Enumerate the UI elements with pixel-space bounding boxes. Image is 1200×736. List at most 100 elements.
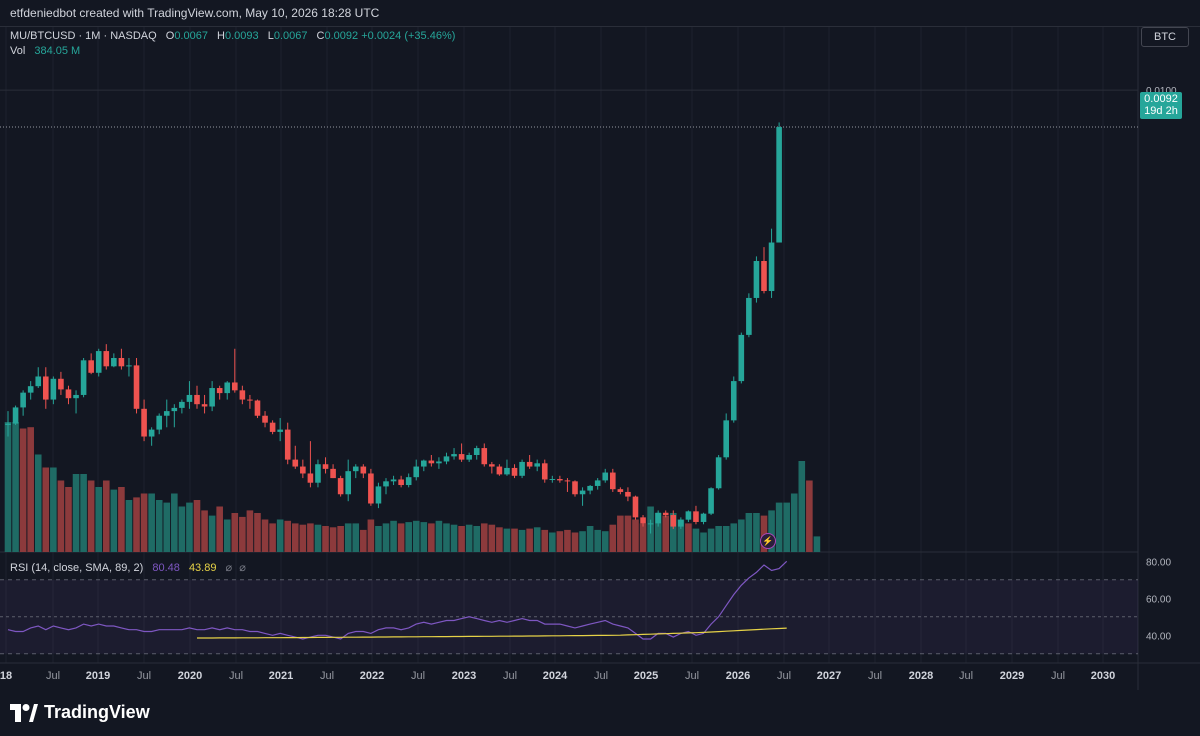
candle-body[interactable]: [352, 466, 359, 472]
candle-body[interactable]: [761, 261, 767, 292]
candle-body[interactable]: [753, 261, 760, 298]
tradingview-logo[interactable]: TradingView: [10, 702, 150, 723]
candle-body[interactable]: [511, 467, 518, 476]
candle-body[interactable]: [738, 334, 745, 382]
candle-body[interactable]: [466, 455, 472, 460]
candle-body[interactable]: [572, 481, 578, 495]
candle-body[interactable]: [496, 466, 503, 475]
candle-body[interactable]: [443, 456, 450, 462]
candle-body[interactable]: [209, 388, 215, 407]
candle-body[interactable]: [163, 411, 170, 416]
candle-body[interactable]: [655, 512, 661, 524]
candle-body[interactable]: [436, 461, 442, 464]
candle-body[interactable]: [473, 448, 480, 455]
candle-body[interactable]: [723, 420, 729, 458]
candle-body[interactable]: [95, 351, 102, 373]
candle-body[interactable]: [647, 523, 654, 525]
candle-body[interactable]: [610, 472, 616, 490]
candle-body[interactable]: [451, 454, 457, 457]
candle-body[interactable]: [330, 468, 336, 479]
candle-body[interactable]: [284, 429, 291, 460]
candle-body[interactable]: [678, 519, 684, 527]
candle-body[interactable]: [730, 381, 737, 421]
candle-body[interactable]: [398, 479, 404, 486]
candle-body[interactable]: [111, 358, 117, 367]
candle-body[interactable]: [118, 358, 125, 367]
candle-body[interactable]: [383, 481, 389, 487]
candle-body[interactable]: [20, 392, 26, 408]
rsi-settings-icon[interactable]: ⌀ ⌀: [225, 562, 248, 574]
candle-body[interactable]: [337, 478, 344, 495]
candle-body[interactable]: [632, 496, 639, 518]
candle-body[interactable]: [322, 464, 329, 469]
candle-body[interactable]: [73, 394, 79, 399]
candle-body[interactable]: [292, 459, 299, 467]
candle-body[interactable]: [617, 489, 624, 492]
candle-body[interactable]: [662, 512, 669, 516]
candle-body[interactable]: [587, 485, 593, 491]
candle-body[interactable]: [708, 488, 714, 514]
candle-body[interactable]: [345, 471, 351, 495]
candle-body[interactable]: [148, 429, 155, 437]
candle-body[interactable]: [88, 360, 94, 373]
candle-body[interactable]: [186, 394, 193, 402]
candle-body[interactable]: [35, 376, 42, 387]
candle-body[interactable]: [519, 461, 525, 476]
candle-body[interactable]: [368, 473, 374, 504]
candle-body[interactable]: [526, 461, 533, 467]
candle-body[interactable]: [141, 408, 147, 437]
candle-body[interactable]: [262, 415, 268, 423]
candle-body[interactable]: [239, 390, 246, 400]
price-chart-svg[interactable]: 0.0100 80.00 60.00 40.00 18 Jul 2019 Jul 2020 Jul…: [0, 27, 1200, 691]
candle-body[interactable]: [307, 473, 314, 483]
candle-body[interactable]: [247, 399, 253, 401]
rsi-label[interactable]: RSI (14, close, SMA, 89, 2): [10, 562, 144, 574]
candle-body[interactable]: [179, 401, 185, 408]
candle-body[interactable]: [156, 415, 162, 430]
candle-body[interactable]: [390, 479, 397, 482]
candle-body[interactable]: [579, 490, 586, 495]
candle-body[interactable]: [428, 460, 435, 464]
volume-label[interactable]: Vol: [10, 45, 26, 57]
candle-body[interactable]: [504, 467, 510, 475]
candle-body[interactable]: [269, 422, 276, 432]
candle-body[interactable]: [232, 382, 238, 391]
candle-body[interactable]: [489, 464, 495, 467]
candle-body[interactable]: [126, 365, 132, 367]
candle-body[interactable]: [421, 460, 427, 467]
candle-body[interactable]: [50, 378, 57, 400]
candle-body[interactable]: [405, 477, 412, 486]
candle-body[interactable]: [216, 388, 223, 394]
candle-body[interactable]: [5, 423, 11, 425]
candle-body[interactable]: [640, 517, 646, 524]
candle-body[interactable]: [481, 448, 488, 465]
candle-body[interactable]: [602, 472, 609, 481]
candle-body[interactable]: [103, 351, 110, 367]
candle-body[interactable]: [693, 511, 699, 522]
candle-body[interactable]: [549, 479, 556, 481]
candle-body[interactable]: [715, 457, 722, 489]
candle-body[interactable]: [685, 511, 692, 520]
candle-body[interactable]: [12, 407, 19, 424]
candle-body[interactable]: [201, 404, 208, 407]
candle-body[interactable]: [315, 464, 321, 483]
candle-body[interactable]: [768, 242, 775, 292]
candle-body[interactable]: [541, 463, 548, 480]
candle-body[interactable]: [133, 365, 140, 409]
candle-body[interactable]: [171, 407, 178, 412]
candle-body[interactable]: [670, 515, 677, 527]
symbol-name[interactable]: MU/BTCUSD · 1M · NASDAQ: [10, 30, 157, 42]
candle-body[interactable]: [746, 297, 752, 335]
candle-body[interactable]: [194, 394, 200, 405]
candle-body[interactable]: [534, 463, 540, 467]
candle-body[interactable]: [27, 386, 34, 393]
candle-body[interactable]: [625, 491, 631, 497]
currency-button[interactable]: BTC: [1141, 27, 1189, 47]
candle-body[interactable]: [700, 513, 707, 522]
candle-body[interactable]: [65, 389, 72, 399]
candle-body[interactable]: [458, 454, 465, 460]
candle-body[interactable]: [224, 382, 231, 394]
candle-body[interactable]: [360, 466, 367, 474]
candle-body[interactable]: [254, 400, 261, 416]
candle-body[interactable]: [564, 480, 571, 482]
